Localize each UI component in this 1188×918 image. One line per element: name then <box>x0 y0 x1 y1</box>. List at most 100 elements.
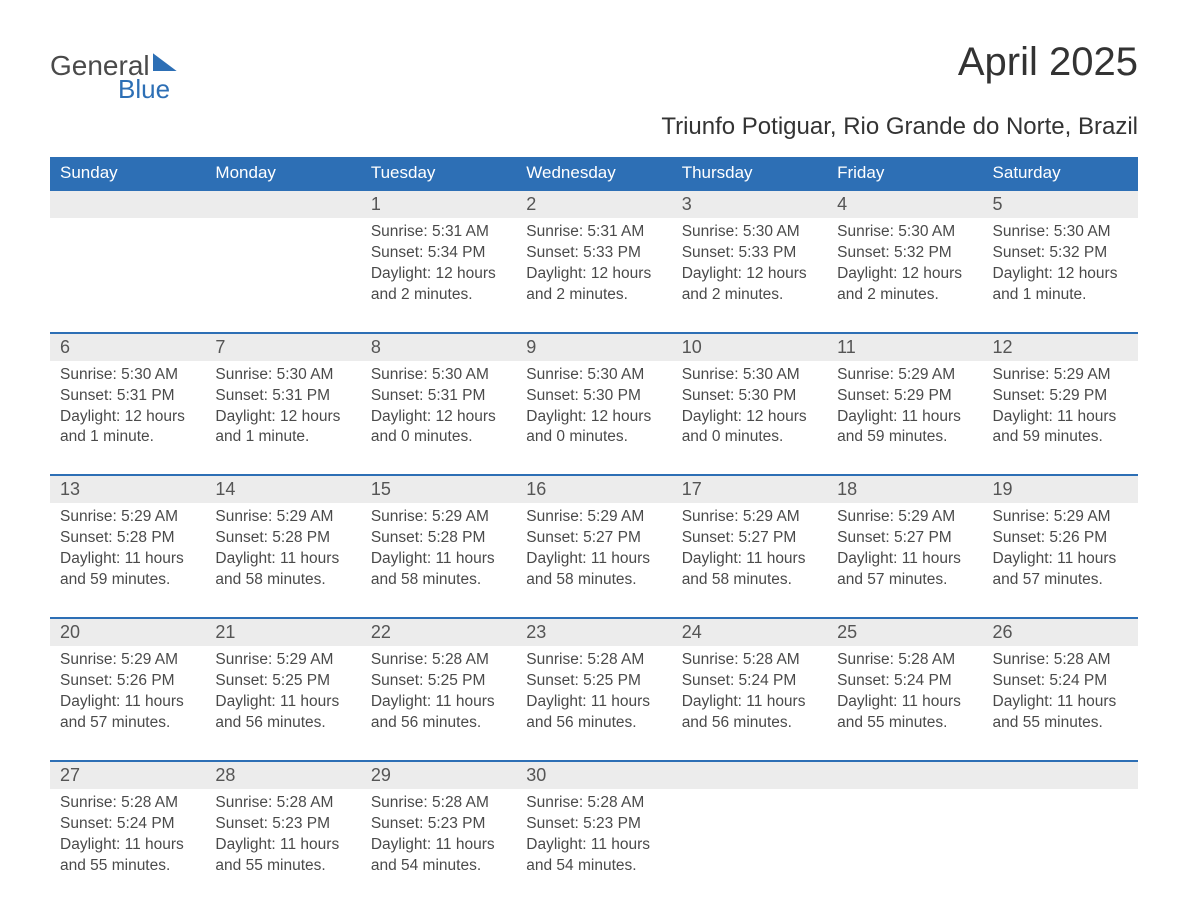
date-number-cell: 23 <box>516 618 671 646</box>
day-info-cell: Sunrise: 5:29 AMSunset: 5:29 PMDaylight:… <box>983 361 1138 476</box>
sunset-line: Sunset: 5:25 PM <box>371 671 506 692</box>
daylight-line: Daylight: 11 hours and 55 minutes. <box>60 835 195 877</box>
day-info-cell: Sunrise: 5:28 AMSunset: 5:24 PMDaylight:… <box>827 646 982 761</box>
daylight-line: Daylight: 11 hours and 56 minutes. <box>526 692 661 734</box>
day-info-cell <box>205 218 360 333</box>
week-info-row: Sunrise: 5:28 AMSunset: 5:24 PMDaylight:… <box>50 789 1138 903</box>
daylight-line: Daylight: 11 hours and 57 minutes. <box>837 549 972 591</box>
day-info-cell <box>50 218 205 333</box>
date-number: 18 <box>837 479 857 499</box>
day-info-cell: Sunrise: 5:29 AMSunset: 5:27 PMDaylight:… <box>516 503 671 618</box>
daylight-line: Daylight: 12 hours and 2 minutes. <box>682 264 817 306</box>
date-number-cell: 22 <box>361 618 516 646</box>
date-number-cell: 21 <box>205 618 360 646</box>
sunrise-line: Sunrise: 5:28 AM <box>682 650 817 671</box>
date-number: 25 <box>837 622 857 642</box>
date-number: 17 <box>682 479 702 499</box>
date-number-cell: 28 <box>205 761 360 789</box>
daylight-line: Daylight: 11 hours and 55 minutes. <box>993 692 1128 734</box>
week-date-row: 13141516171819 <box>50 475 1138 503</box>
sunset-line: Sunset: 5:27 PM <box>682 528 817 549</box>
week-date-row: 12345 <box>50 190 1138 218</box>
date-number: 27 <box>60 765 80 785</box>
date-number-cell: 19 <box>983 475 1138 503</box>
day-info-cell <box>983 789 1138 903</box>
daylight-line: Daylight: 12 hours and 2 minutes. <box>526 264 661 306</box>
day-header: Wednesday <box>516 157 671 190</box>
day-info-cell: Sunrise: 5:28 AMSunset: 5:23 PMDaylight:… <box>516 789 671 903</box>
sunrise-line: Sunrise: 5:29 AM <box>215 650 350 671</box>
day-info-cell: Sunrise: 5:29 AMSunset: 5:28 PMDaylight:… <box>50 503 205 618</box>
day-info-cell: Sunrise: 5:29 AMSunset: 5:27 PMDaylight:… <box>672 503 827 618</box>
sunset-line: Sunset: 5:29 PM <box>837 386 972 407</box>
location-subtitle: Triunfo Potiguar, Rio Grande do Norte, B… <box>50 113 1138 141</box>
day-header-row: SundayMondayTuesdayWednesdayThursdayFrid… <box>50 157 1138 190</box>
logo-text-blue: Blue <box>118 74 170 105</box>
sunset-line: Sunset: 5:31 PM <box>371 386 506 407</box>
sunrise-line: Sunrise: 5:31 AM <box>371 222 506 243</box>
sunset-line: Sunset: 5:30 PM <box>682 386 817 407</box>
day-info-cell: Sunrise: 5:29 AMSunset: 5:27 PMDaylight:… <box>827 503 982 618</box>
day-header: Saturday <box>983 157 1138 190</box>
sunrise-line: Sunrise: 5:28 AM <box>993 650 1128 671</box>
sunrise-line: Sunrise: 5:29 AM <box>60 507 195 528</box>
sunset-line: Sunset: 5:25 PM <box>526 671 661 692</box>
date-number-cell: 27 <box>50 761 205 789</box>
sunrise-line: Sunrise: 5:29 AM <box>371 507 506 528</box>
date-number-cell: 3 <box>672 190 827 218</box>
date-number: 4 <box>837 194 847 214</box>
sunrise-line: Sunrise: 5:29 AM <box>215 507 350 528</box>
day-info-cell: Sunrise: 5:28 AMSunset: 5:24 PMDaylight:… <box>672 646 827 761</box>
day-info-cell: Sunrise: 5:30 AMSunset: 5:30 PMDaylight:… <box>672 361 827 476</box>
date-number-cell: 24 <box>672 618 827 646</box>
week-info-row: Sunrise: 5:30 AMSunset: 5:31 PMDaylight:… <box>50 361 1138 476</box>
sunset-line: Sunset: 5:26 PM <box>60 671 195 692</box>
sunset-line: Sunset: 5:27 PM <box>837 528 972 549</box>
date-number: 19 <box>993 479 1013 499</box>
sunset-line: Sunset: 5:28 PM <box>371 528 506 549</box>
sunset-line: Sunset: 5:29 PM <box>993 386 1128 407</box>
day-info-cell <box>827 789 982 903</box>
date-number: 5 <box>993 194 1003 214</box>
sunrise-line: Sunrise: 5:28 AM <box>371 793 506 814</box>
sunset-line: Sunset: 5:32 PM <box>993 243 1128 264</box>
sunset-line: Sunset: 5:28 PM <box>215 528 350 549</box>
date-number-cell: 1 <box>361 190 516 218</box>
sunset-line: Sunset: 5:24 PM <box>682 671 817 692</box>
day-info-cell: Sunrise: 5:30 AMSunset: 5:32 PMDaylight:… <box>827 218 982 333</box>
date-number: 8 <box>371 337 381 357</box>
date-number-cell: 20 <box>50 618 205 646</box>
date-number-cell <box>50 190 205 218</box>
daylight-line: Daylight: 11 hours and 58 minutes. <box>215 549 350 591</box>
week-info-row: Sunrise: 5:31 AMSunset: 5:34 PMDaylight:… <box>50 218 1138 333</box>
sunset-line: Sunset: 5:31 PM <box>60 386 195 407</box>
sunrise-line: Sunrise: 5:28 AM <box>526 793 661 814</box>
date-number-cell: 12 <box>983 333 1138 361</box>
date-number: 21 <box>215 622 235 642</box>
daylight-line: Daylight: 12 hours and 0 minutes. <box>526 407 661 449</box>
sunset-line: Sunset: 5:30 PM <box>526 386 661 407</box>
daylight-line: Daylight: 11 hours and 58 minutes. <box>682 549 817 591</box>
week-date-row: 20 21 22 2324 25 26 <box>50 618 1138 646</box>
day-info-cell: Sunrise: 5:31 AMSunset: 5:33 PMDaylight:… <box>516 218 671 333</box>
sunset-line: Sunset: 5:28 PM <box>60 528 195 549</box>
daylight-line: Daylight: 12 hours and 2 minutes. <box>371 264 506 306</box>
date-number-cell: 18 <box>827 475 982 503</box>
sunset-line: Sunset: 5:33 PM <box>526 243 661 264</box>
date-number: 22 <box>371 622 391 642</box>
daylight-line: Daylight: 11 hours and 59 minutes. <box>60 549 195 591</box>
day-info-cell: Sunrise: 5:30 AMSunset: 5:32 PMDaylight:… <box>983 218 1138 333</box>
sunrise-line: Sunrise: 5:30 AM <box>993 222 1128 243</box>
date-number-cell: 26 <box>983 618 1138 646</box>
sunset-line: Sunset: 5:32 PM <box>837 243 972 264</box>
logo: General Blue <box>50 50 177 105</box>
day-header: Thursday <box>672 157 827 190</box>
date-number-cell: 7 <box>205 333 360 361</box>
day-info-cell: Sunrise: 5:30 AMSunset: 5:33 PMDaylight:… <box>672 218 827 333</box>
date-number-cell: 5 <box>983 190 1138 218</box>
date-number: 7 <box>215 337 225 357</box>
sunrise-line: Sunrise: 5:30 AM <box>837 222 972 243</box>
logo-flag-icon <box>153 53 177 71</box>
day-header: Tuesday <box>361 157 516 190</box>
date-number: 16 <box>526 479 546 499</box>
